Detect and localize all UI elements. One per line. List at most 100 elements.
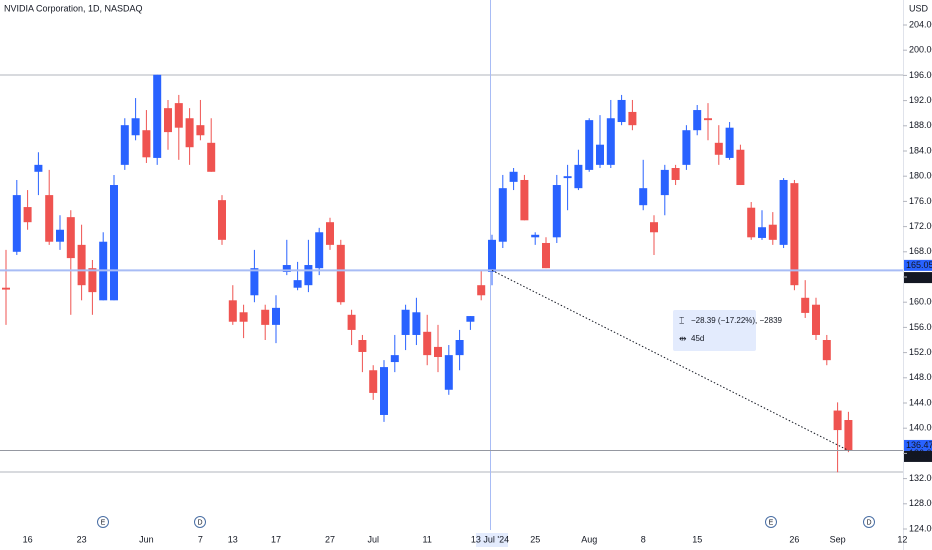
candle-body	[326, 222, 334, 245]
candle-body	[110, 185, 118, 301]
y-tick-label: 160.00	[909, 297, 932, 307]
x-tick-label: 27	[325, 534, 335, 544]
candle-body	[552, 185, 561, 238]
y-tick-label: 168.00	[909, 246, 932, 256]
y-tick-label: 124.00	[909, 523, 932, 533]
candle-body	[401, 309, 410, 335]
candle-body	[196, 125, 205, 136]
candle-body	[369, 370, 378, 393]
candle-body	[844, 420, 853, 451]
event-marker	[194, 516, 206, 528]
x-tick-label: 16	[23, 534, 33, 544]
candle-body	[131, 118, 140, 136]
candle-body	[358, 340, 367, 352]
x-tick-label: 15	[692, 534, 702, 544]
candle-body	[455, 340, 464, 356]
candle-body	[660, 169, 669, 196]
currency: USD	[909, 3, 929, 13]
price-label-box	[904, 272, 932, 284]
candle-body	[466, 316, 475, 322]
measure-duration: 45d	[691, 334, 704, 343]
price-label-box	[904, 259, 932, 271]
candle-body	[34, 164, 43, 172]
y-tick-label: 196.00	[909, 70, 932, 80]
candle-body	[315, 232, 324, 269]
candle-body	[304, 265, 313, 286]
y-tick-label: 172.00	[909, 221, 932, 231]
candle-body	[682, 130, 691, 165]
candle-body	[412, 312, 421, 335]
candle-body	[833, 410, 842, 431]
event-label: E	[101, 519, 106, 526]
event-label: D	[866, 519, 871, 526]
y-tick-label: 128.00	[909, 498, 932, 508]
event-marker	[765, 516, 777, 528]
x-tick-label: 13 Jul '24	[471, 534, 509, 544]
candle-body	[120, 125, 129, 165]
candles	[2, 74, 853, 473]
x-tick-label: Sep	[830, 534, 846, 544]
candle-body	[758, 227, 766, 238]
candle-body	[56, 229, 64, 242]
price-label: 165.05	[906, 260, 932, 270]
event-marker	[97, 516, 109, 528]
candle-body	[531, 234, 540, 238]
y-tick-label: 204.00	[909, 19, 932, 29]
x-tick-label: Jul	[367, 534, 379, 544]
y-tick-label: 192.00	[909, 95, 932, 105]
x-tick-label: 11	[423, 534, 432, 544]
candle-body	[228, 300, 237, 322]
candle-body	[336, 244, 345, 303]
y-tick-label: 156.00	[909, 322, 932, 332]
candle-body	[272, 307, 280, 325]
y-tick-label: 132.00	[909, 473, 932, 483]
event-marker	[863, 516, 875, 528]
event-label: E	[769, 519, 774, 526]
candle-body	[704, 118, 712, 121]
candle-body	[498, 188, 507, 242]
y-tick-label: 184.00	[909, 145, 932, 155]
candle-body	[812, 304, 820, 335]
candle-body	[542, 242, 550, 269]
candle-body	[66, 217, 75, 259]
candle-body	[164, 108, 172, 133]
y-tick-label: 180.00	[909, 171, 932, 181]
candle-body	[23, 207, 32, 223]
candle-body	[293, 280, 302, 288]
price-label: 164.86	[906, 272, 932, 282]
candle-body	[380, 367, 388, 415]
price-label-box	[904, 450, 932, 462]
candle-body	[736, 149, 745, 186]
candle-body	[596, 144, 604, 165]
price-label: 136.47	[906, 451, 932, 461]
candle-body	[282, 265, 291, 272]
y-tick-label: 136.00	[909, 448, 932, 458]
x-tick-label: 8	[641, 534, 646, 544]
candle-body	[725, 127, 734, 158]
candle-body	[390, 355, 399, 363]
x-tick-label: 23	[77, 534, 87, 544]
y-tick-label: 152.00	[909, 347, 932, 357]
y-tick-label: 188.00	[909, 120, 932, 130]
y-tick-label: 144.00	[909, 397, 932, 407]
x-tick-label: 7	[198, 534, 203, 544]
price-label-box	[904, 439, 932, 451]
candle-body	[185, 118, 194, 148]
candle-body	[801, 297, 810, 313]
x-tick-label: 12	[897, 534, 907, 544]
candle-body	[768, 224, 777, 240]
candle-body	[207, 142, 216, 172]
measure-change: −28.39 (−17.22%), −2839	[691, 316, 783, 325]
candle-body	[639, 188, 648, 206]
x-tick-label: Jun	[139, 534, 154, 544]
candle-body	[822, 340, 831, 361]
candle-body	[488, 239, 496, 272]
candle-body	[477, 285, 486, 296]
x-tick-label: 25	[530, 534, 540, 544]
candle-body	[650, 222, 658, 233]
candle-body	[142, 130, 151, 158]
candle-body	[628, 111, 637, 126]
candle-body	[239, 312, 248, 322]
